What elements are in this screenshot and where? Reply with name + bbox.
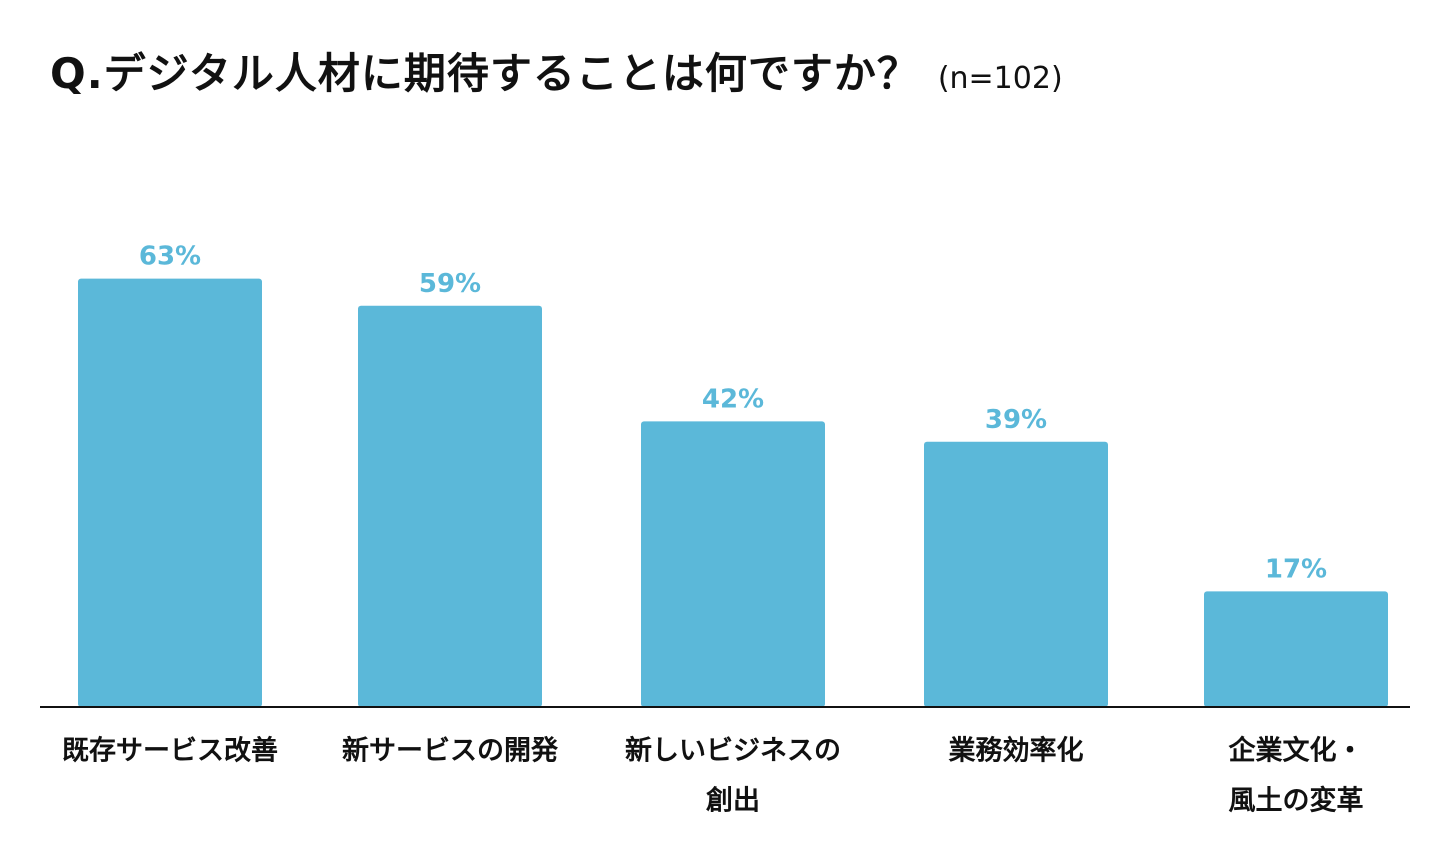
bar-value-label-5: 17%: [1265, 554, 1327, 584]
chart-subtitle: (n=102): [937, 61, 1063, 96]
chart-title: Q.デジタル人材に期待することは何ですか？: [50, 49, 920, 98]
bar-4: [924, 441, 1108, 707]
bar-value-label-2: 59%: [419, 269, 481, 299]
bar-value-label-1: 63%: [139, 242, 201, 272]
category-label-3-line-2: 創出: [706, 786, 760, 817]
bar-3: [641, 421, 825, 707]
bar-value-label-4: 39%: [985, 405, 1047, 435]
category-label-5-line-2: 風土の変革: [1229, 785, 1364, 817]
bar-2: [358, 305, 542, 707]
category-label-2: 新サービスの開発: [342, 735, 559, 767]
category-label-1: 既存サービス改善: [62, 735, 278, 767]
category-label-4: 業務効率化: [949, 735, 1084, 767]
chart-title-group: Q.デジタル人材に期待することは何ですか？ (n=102): [50, 40, 1063, 101]
category-label-5-line-1: 企業文化・: [1229, 735, 1364, 767]
bar-1: [78, 278, 262, 707]
bar-5: [1204, 591, 1388, 707]
category-label-3-line-1: 新しいビジネスの: [625, 735, 841, 767]
bar-value-label-3: 42%: [702, 384, 764, 414]
